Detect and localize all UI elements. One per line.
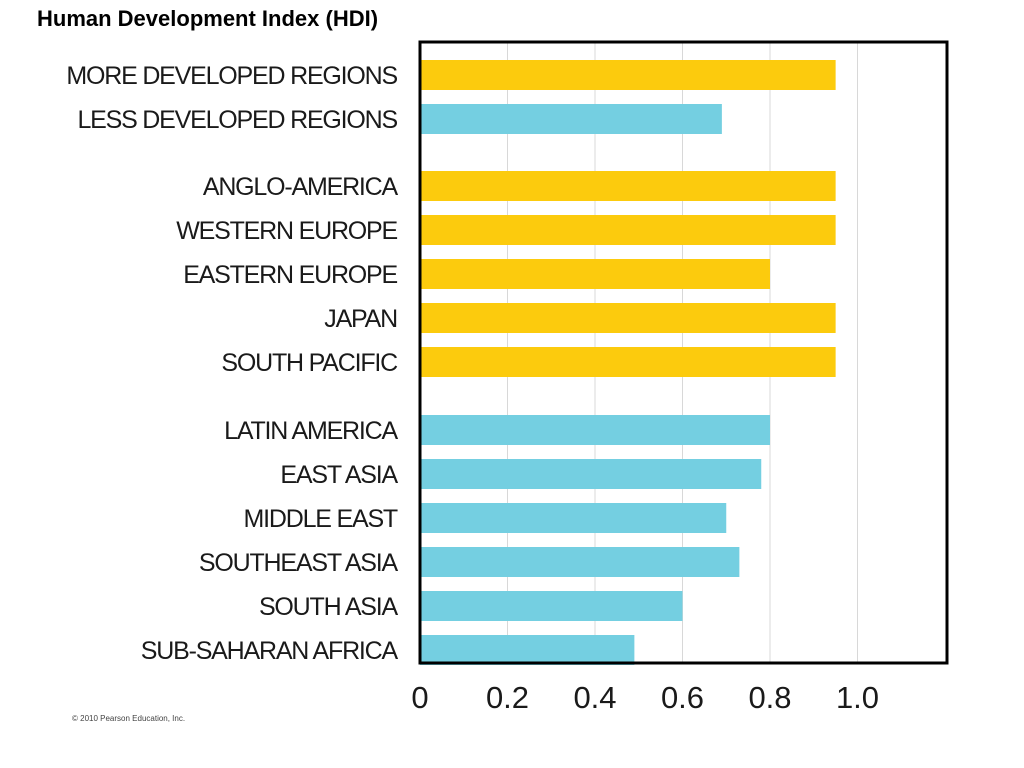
- bars: [420, 60, 836, 665]
- category-label: SUB-SAHARAN AFRICA: [141, 637, 399, 665]
- bar: [420, 171, 836, 201]
- category-label: JAPAN: [324, 305, 397, 333]
- bar: [420, 259, 770, 289]
- bar: [420, 503, 727, 533]
- chart-title: Human Development Index (HDI): [37, 6, 379, 31]
- category-label: MORE DEVELOPED REGIONS: [66, 62, 397, 90]
- bar: [420, 347, 836, 377]
- x-tick-label: 0: [411, 680, 428, 715]
- category-label: SOUTH ASIA: [259, 593, 399, 621]
- bar: [420, 459, 762, 489]
- plot-frame: [418, 40, 949, 665]
- bar: [420, 635, 635, 665]
- bar: [420, 60, 836, 90]
- copyright-text: © 2010 Pearson Education, Inc.: [72, 714, 186, 723]
- category-label: EASTERN EUROPE: [183, 261, 397, 289]
- category-label: SOUTH PACIFIC: [221, 349, 398, 377]
- bar: [420, 215, 836, 245]
- category-label: LATIN AMERICA: [224, 417, 398, 445]
- x-tick-label: 0.6: [661, 680, 704, 715]
- category-label: SOUTHEAST ASIA: [199, 549, 399, 577]
- category-label: ANGLO-AMERICA: [203, 173, 399, 201]
- x-tick-label: 0.2: [486, 680, 529, 715]
- category-label: WESTERN EUROPE: [176, 217, 397, 245]
- x-tick-label: 1.0: [836, 680, 879, 715]
- x-tick-label: 0.4: [573, 680, 616, 715]
- x-tick-labels: 0 0.2 0.4 0.6 0.8 1.0: [411, 680, 879, 715]
- bar: [420, 104, 722, 134]
- category-label: EAST ASIA: [280, 461, 398, 489]
- bar: [420, 303, 836, 333]
- bar: [420, 547, 740, 577]
- category-label: LESS DEVELOPED REGIONS: [77, 106, 397, 134]
- bar: [420, 415, 770, 445]
- x-tick-label: 0.8: [748, 680, 791, 715]
- bar: [420, 591, 683, 621]
- category-label: MIDDLE EAST: [244, 505, 398, 533]
- category-labels: MORE DEVELOPED REGIONS LESS DEVELOPED REG…: [66, 62, 399, 665]
